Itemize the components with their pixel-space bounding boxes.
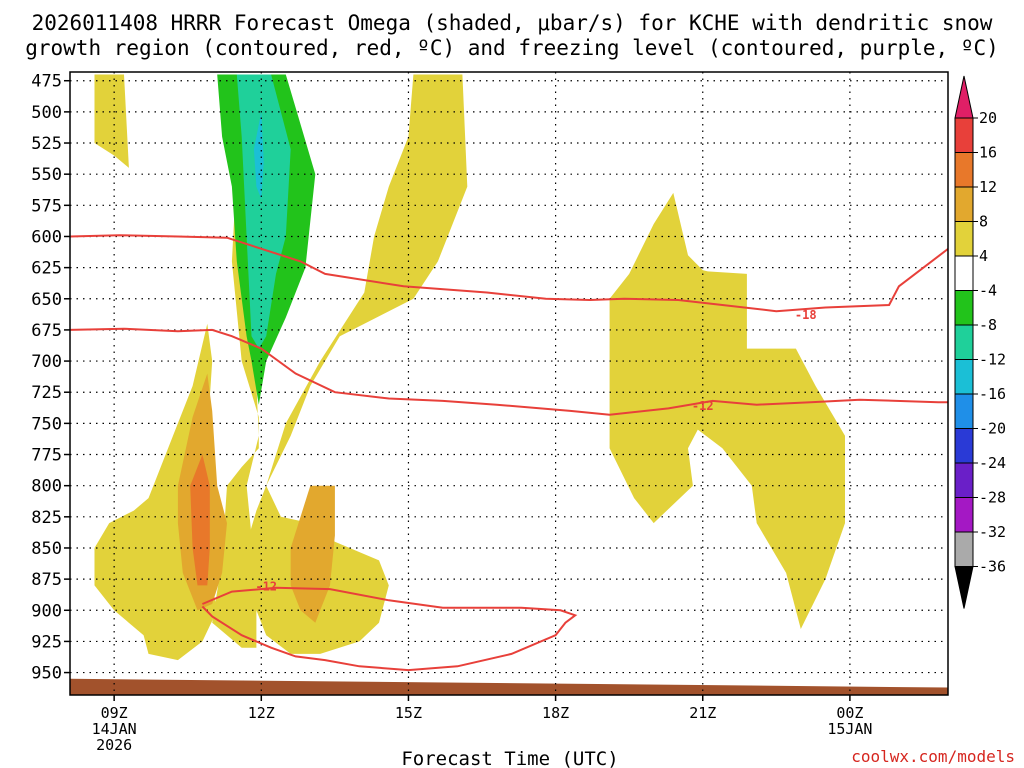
y-tick-label-900: 900	[31, 601, 62, 621]
x-tick-label-9-2: 2026	[96, 736, 132, 754]
colorbar: 20 16 12 8 4 -4 -8 -12 -16 -20 -24 -28 -32 -36	[954, 75, 1006, 609]
y-tick-label-875: 875	[31, 570, 62, 590]
colorbar-box-2	[954, 152, 974, 188]
x-tick-label-18-0: 18Z	[542, 704, 569, 722]
contour-label-1: -12	[692, 399, 714, 413]
colorbar-tick-label-2: 12	[979, 178, 997, 196]
y-tick-label-500: 500	[31, 103, 62, 123]
omega-shading	[94, 74, 845, 661]
credit-link[interactable]: coolwx.com/models	[851, 747, 1015, 766]
y-tick-label-800: 800	[31, 477, 62, 497]
y-tick-label-925: 925	[31, 632, 62, 652]
omega-region-positive-4-8-0	[94, 74, 129, 168]
terrain-surface	[70, 678, 948, 695]
colorbar-tick-label-12: -32	[979, 523, 1006, 541]
colorbar-tick-label-3: 8	[979, 213, 988, 231]
chart-title-line-2: growth region (contoured, red, ºC) and f…	[25, 36, 999, 60]
y-tick-label-525: 525	[31, 134, 62, 154]
y-tick-label-475: 475	[31, 72, 62, 92]
colorbar-tick-label-13: -36	[979, 558, 1006, 576]
x-tick-label-24-1: 15JAN	[827, 720, 872, 738]
colorbar-box-6	[954, 290, 974, 326]
colorbar-tick-label-10: -24	[979, 454, 1006, 472]
x-tick-label-9-1: 14JAN	[92, 720, 137, 738]
y-tick-label-825: 825	[31, 508, 62, 528]
colorbar-box-9	[954, 393, 974, 429]
y-tick-label-850: 850	[31, 539, 62, 559]
colorbar-box-1	[954, 117, 974, 153]
chart-title: 2026011408 HRRR Forecast Omega (shaded, …	[25, 11, 999, 60]
y-tick-label-600: 600	[31, 227, 62, 247]
omega-region-negative-8-12-0	[236, 74, 291, 349]
colorbar-box-8	[954, 359, 974, 395]
plot-frame	[69, 71, 949, 696]
colorbar-tick-label-6: -8	[979, 316, 997, 334]
contour-label-0: -18	[795, 308, 817, 322]
y-tick-label-675: 675	[31, 321, 62, 341]
x-tick-label-9-0: 09Z	[101, 704, 128, 722]
colorbar-box-10	[954, 428, 974, 464]
y-tick-label-775: 775	[31, 446, 62, 466]
y-tick-label-750: 750	[31, 414, 62, 434]
terrain-strip	[70, 678, 948, 695]
colorbar-tick-label-7: -12	[979, 351, 1006, 369]
contour--12-2	[201, 586, 578, 672]
y-axis: 475 500 525 550 575 600 625 650 675 700 725 750 775 8…	[31, 72, 70, 684]
colorbar-box-11	[954, 462, 974, 498]
x-tick-label-24-0: 00Z	[836, 704, 863, 722]
colorbar-tick-label-1: 16	[979, 144, 997, 162]
colorbar-box-3	[954, 186, 974, 222]
y-tick-label-575: 575	[31, 196, 62, 216]
y-tick-label-725: 725	[31, 383, 62, 403]
colorbar-tick-label-0: 20	[979, 109, 997, 127]
x-axis-label: Forecast Time (UTC)	[401, 748, 618, 768]
contour--18-0	[70, 234, 948, 313]
y-tick-label-550: 550	[31, 165, 62, 185]
colorbar-arrow-bottom	[954, 566, 974, 609]
colorbar-box-7	[954, 324, 974, 360]
x-tick-label-15-0: 15Z	[395, 704, 422, 722]
omega-region-positive-12-16-0	[190, 454, 210, 586]
y-tick-label-700: 700	[31, 352, 62, 372]
omega-region-positive-4-8-2	[241, 74, 468, 654]
contour-labels: -18 -12 -12	[255, 308, 817, 594]
colorbar-tick-label-9: -20	[979, 420, 1006, 438]
colorbar-box-13	[954, 531, 974, 567]
colorbar-tick-label-5: -4	[979, 282, 997, 300]
colorbar-arrow-top	[954, 75, 974, 119]
colorbar-tick-label-8: -16	[979, 385, 1006, 403]
colorbar-tick-label-4: 4	[979, 247, 988, 265]
colorbar-tick-label-11: -28	[979, 489, 1006, 507]
x-tick-label-12-0: 12Z	[248, 704, 275, 722]
chart-title-line-1: 2026011408 HRRR Forecast Omega (shaded, …	[32, 11, 993, 35]
contour-label-2: -12	[255, 580, 277, 594]
contour--12-1	[70, 327, 948, 416]
colorbar-box-5	[954, 255, 974, 291]
temperature-contours	[70, 234, 948, 672]
colorbar-box-4	[954, 221, 974, 257]
omega-region-positive-4-8-3	[609, 192, 845, 629]
x-tick-label-21-0: 21Z	[689, 704, 716, 722]
colorbar-box-12	[954, 497, 974, 533]
y-tick-label-950: 950	[31, 664, 62, 684]
y-tick-label-650: 650	[31, 290, 62, 310]
y-tick-label-625: 625	[31, 259, 62, 279]
